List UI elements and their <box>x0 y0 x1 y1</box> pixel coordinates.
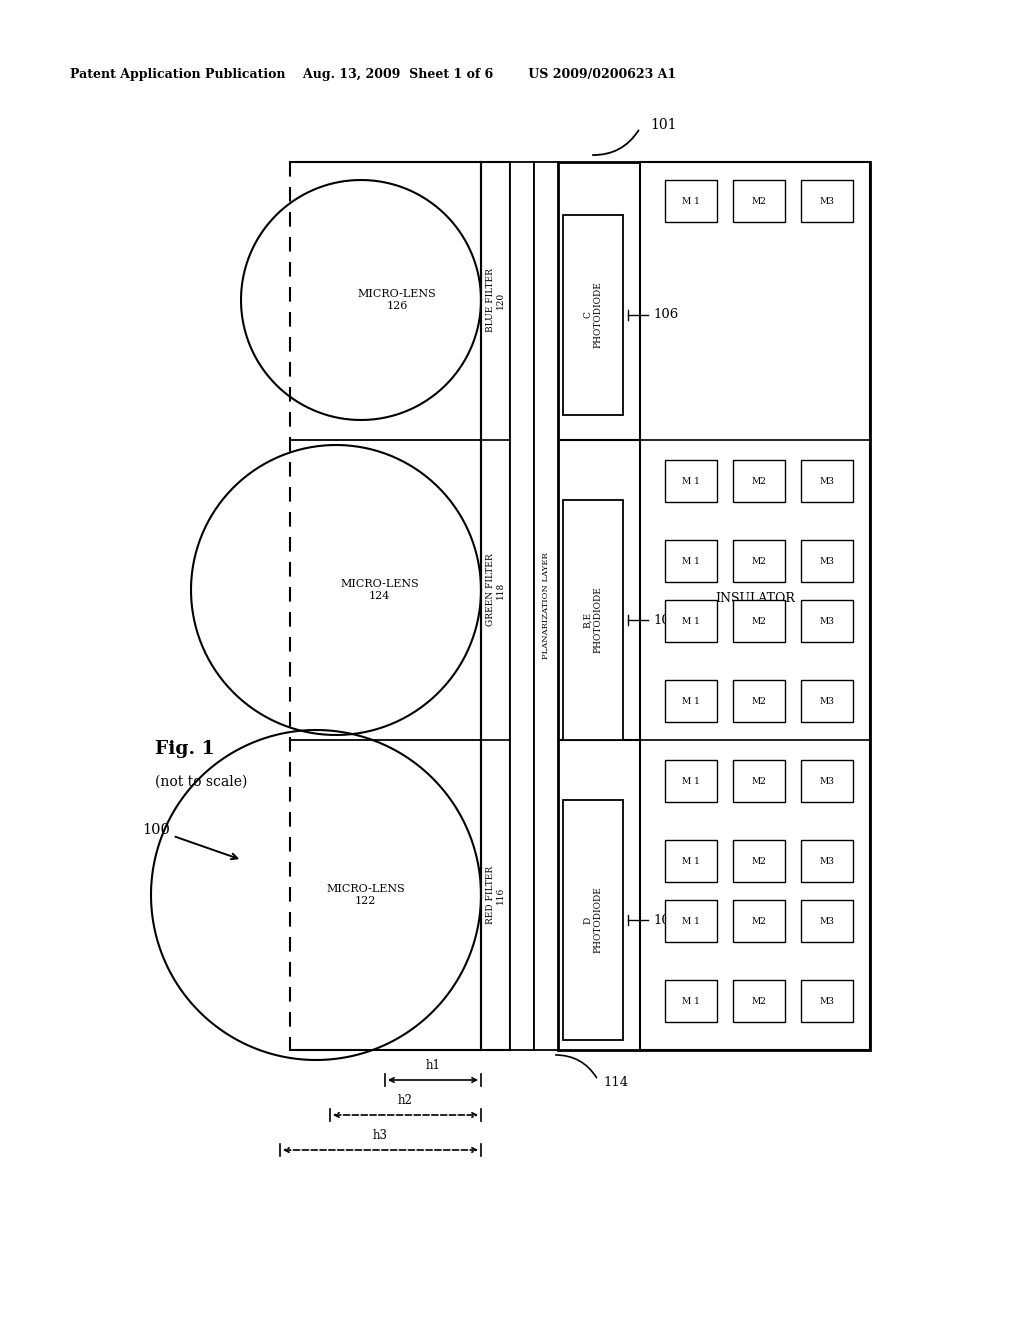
Text: M3: M3 <box>819 616 835 626</box>
Bar <box>801 900 853 942</box>
Bar <box>481 162 510 1049</box>
Bar <box>801 540 853 582</box>
Text: M3: M3 <box>819 697 835 705</box>
Text: RED FILTER
116: RED FILTER 116 <box>485 866 505 924</box>
Text: M3: M3 <box>819 197 835 206</box>
Text: 114: 114 <box>603 1077 628 1089</box>
Text: M 1: M 1 <box>682 776 700 785</box>
Text: M2: M2 <box>752 697 766 705</box>
Bar <box>733 540 785 582</box>
Text: M 1: M 1 <box>682 557 700 565</box>
Text: Fig. 1: Fig. 1 <box>155 741 215 758</box>
Text: MICRO-LENS
126: MICRO-LENS 126 <box>357 289 436 310</box>
Text: PLANARIZATION LAYER: PLANARIZATION LAYER <box>542 553 550 660</box>
Bar <box>665 459 717 502</box>
Bar <box>534 162 558 1049</box>
Text: M3: M3 <box>819 857 835 866</box>
Text: h2: h2 <box>398 1094 413 1107</box>
Text: M3: M3 <box>819 916 835 925</box>
Bar <box>733 979 785 1022</box>
Text: M3: M3 <box>819 477 835 486</box>
Bar <box>665 540 717 582</box>
Text: h1: h1 <box>426 1059 440 1072</box>
Text: GREEN FILTER
118: GREEN FILTER 118 <box>485 553 505 626</box>
Bar <box>510 162 534 1049</box>
Text: M 1: M 1 <box>682 477 700 486</box>
Bar <box>733 840 785 882</box>
Text: M3: M3 <box>819 776 835 785</box>
Text: M3: M3 <box>819 557 835 565</box>
Bar <box>665 979 717 1022</box>
Text: 104: 104 <box>653 614 678 627</box>
Text: Patent Application Publication    Aug. 13, 2009  Sheet 1 of 6        US 2009/020: Patent Application Publication Aug. 13, … <box>70 69 676 81</box>
Text: B,E
PHOTODIODE: B,E PHOTODIODE <box>584 586 603 653</box>
Text: 101: 101 <box>650 117 677 132</box>
Text: M2: M2 <box>752 857 766 866</box>
Text: 106: 106 <box>653 309 678 322</box>
Bar <box>563 500 623 741</box>
Bar <box>733 459 785 502</box>
Bar <box>558 162 870 1049</box>
Text: (not to scale): (not to scale) <box>155 775 248 789</box>
Text: 100: 100 <box>142 822 238 859</box>
Text: M2: M2 <box>752 616 766 626</box>
Bar <box>801 979 853 1022</box>
Text: MICRO-LENS
122: MICRO-LENS 122 <box>326 884 404 906</box>
Text: M2: M2 <box>752 477 766 486</box>
Bar <box>801 180 853 222</box>
Bar <box>801 760 853 803</box>
Bar <box>640 162 870 1049</box>
Bar <box>733 680 785 722</box>
Text: INSULATOR
108: INSULATOR 108 <box>715 591 795 620</box>
Text: h3: h3 <box>373 1129 388 1142</box>
Bar <box>665 760 717 803</box>
Bar <box>733 760 785 803</box>
Bar <box>801 459 853 502</box>
Bar <box>563 800 623 1040</box>
Text: M2: M2 <box>752 997 766 1006</box>
Text: M 1: M 1 <box>682 697 700 705</box>
Text: M 1: M 1 <box>682 616 700 626</box>
Text: M2: M2 <box>752 776 766 785</box>
Bar <box>801 840 853 882</box>
Bar <box>733 601 785 642</box>
Bar <box>733 900 785 942</box>
Text: M2: M2 <box>752 197 766 206</box>
Bar <box>665 840 717 882</box>
Text: M3: M3 <box>819 997 835 1006</box>
Bar <box>563 215 623 414</box>
Bar <box>665 180 717 222</box>
Text: 102: 102 <box>653 913 678 927</box>
Text: C
PHOTODIODE: C PHOTODIODE <box>584 281 603 348</box>
Text: M2: M2 <box>752 557 766 565</box>
Text: M 1: M 1 <box>682 997 700 1006</box>
Bar <box>665 601 717 642</box>
Text: MICRO-LENS
124: MICRO-LENS 124 <box>340 579 419 601</box>
Bar <box>665 680 717 722</box>
Text: M 1: M 1 <box>682 197 700 206</box>
Bar <box>801 680 853 722</box>
Bar <box>801 601 853 642</box>
Text: D
PHOTODIODE: D PHOTODIODE <box>584 887 603 953</box>
Text: M 1: M 1 <box>682 916 700 925</box>
Text: BLUE FILTER
120: BLUE FILTER 120 <box>485 268 505 331</box>
Bar <box>665 900 717 942</box>
Text: M2: M2 <box>752 916 766 925</box>
Text: M 1: M 1 <box>682 857 700 866</box>
Bar <box>733 180 785 222</box>
